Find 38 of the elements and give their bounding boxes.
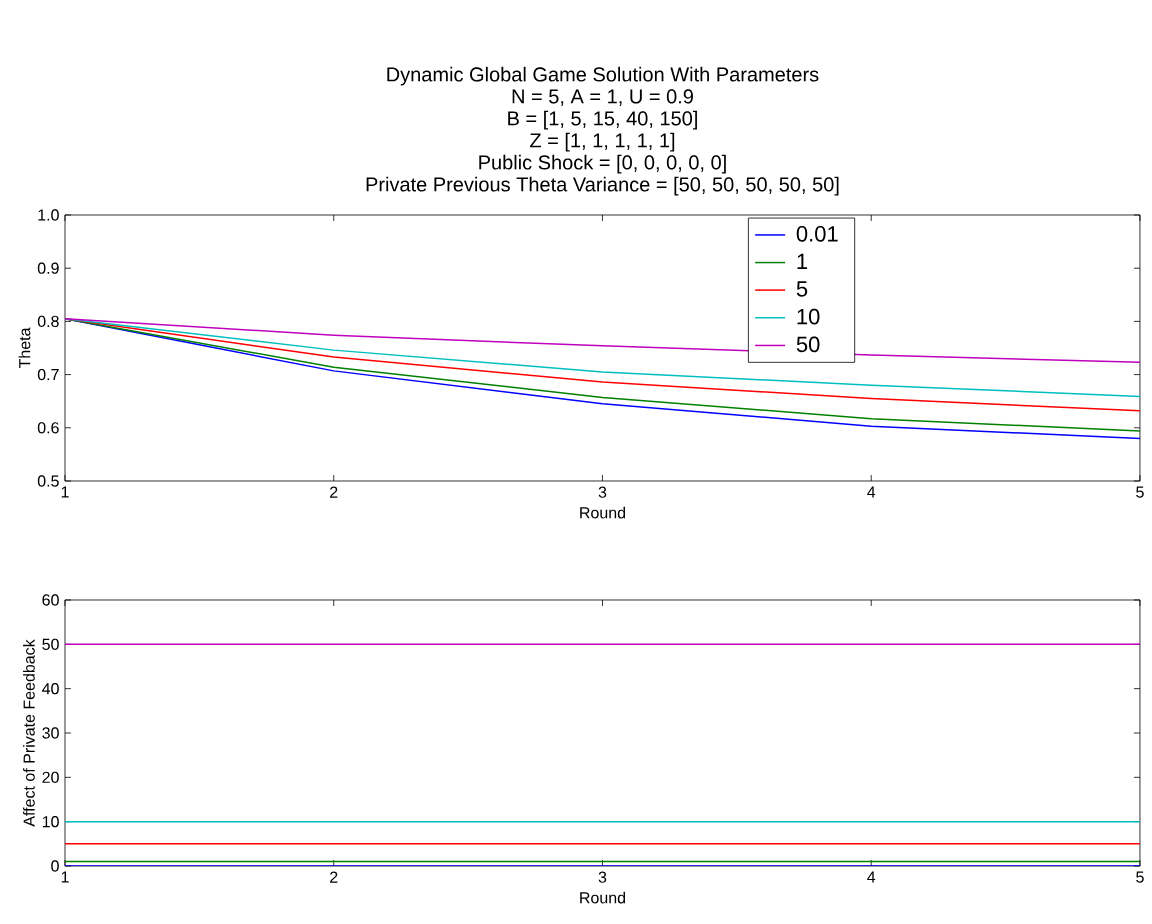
x-tick-label: 5 [1136,486,1144,498]
legend-label: 0.01 [796,226,838,242]
x-tick-label: 2 [330,871,338,883]
y-tick-label: 0.5 [37,475,59,487]
y-tick-label: 20 [42,771,59,783]
x-tick-label: 3 [598,486,607,498]
y-tick-label: 0.8 [37,315,59,328]
x-tick-label: 1 [61,486,69,498]
legend-label: 10 [797,308,820,325]
text: N = 5, A = 1, U = 0.9 [512,89,693,106]
legend-label: 1 [797,253,808,269]
x-tick-label: 1 [61,871,69,883]
y-tick-label: 60 [42,594,59,606]
x-tick-label: 3 [598,871,607,883]
y-tick-label: 10 [42,816,59,828]
chart-title: Dynamic Global Game Solution With Parameters [387,66,819,86]
x-axis-title: Round [580,506,626,519]
legend-label: 50 [796,336,820,353]
text: B = [1, 5, 15, 40, 150] [508,110,697,130]
x-tick-label: 2 [330,486,338,498]
y-tick-label: 0.7 [37,368,59,381]
y-axis-title: Theta [18,327,31,369]
text: Public Shock = [0, 0, 0, 0, 0] [479,154,726,174]
y-tick-label: 40 [42,683,59,695]
y-tick-label: 50 [42,638,59,650]
y-tick-label: 0.6 [37,422,59,434]
y-tick-label: 0.9 [37,262,59,274]
y-tick-label: 30 [42,727,59,739]
x-axis-title: Round [580,891,626,904]
text: Z = [1, 1, 1, 1, 1] [530,132,675,152]
x-tick-label: 5 [1136,871,1144,883]
y-tick-label: 1.0 [38,209,59,221]
legend-label: 5 [796,281,808,297]
y-tick-label: 0 [51,860,59,872]
text: Private Previous Theta Variance = [50, 50, 50, 50, 50] [366,176,839,196]
x-tick-label: 4 [867,486,876,498]
x-tick-label: 4 [867,871,876,883]
y-axis-title: Affect of Private Feedback [23,639,35,827]
